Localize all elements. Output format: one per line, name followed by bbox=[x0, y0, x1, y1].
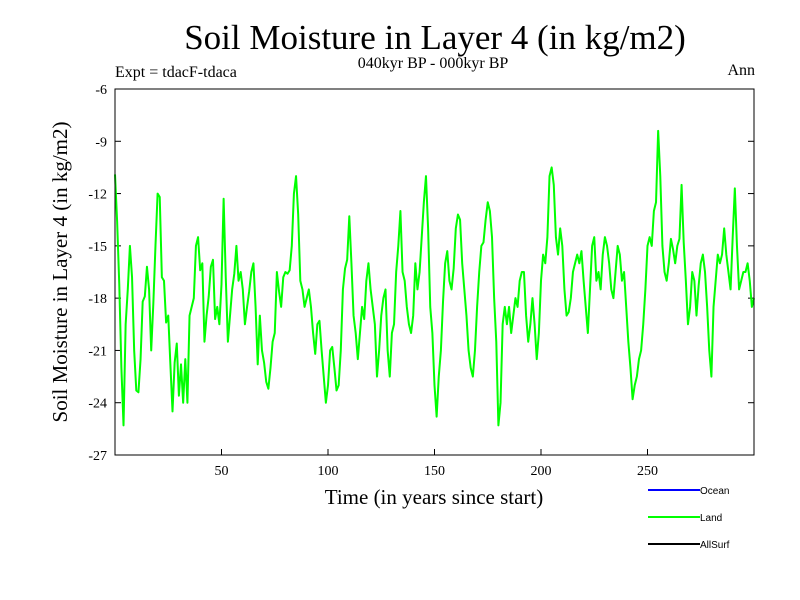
y-tick-label: -18 bbox=[88, 292, 107, 307]
plot-frame bbox=[114, 88, 755, 456]
x-tick-label: 100 bbox=[318, 464, 339, 479]
expt-label: Expt = tdacF-tdaca bbox=[115, 64, 237, 81]
x-tick-label: 200 bbox=[531, 464, 552, 479]
legend: Ocean Land AllSurf bbox=[648, 486, 730, 551]
x-ticks: 50 100 150 200 250 bbox=[215, 449, 658, 479]
y-ticks: -6 -9 -12 -15 -18 -21 -24 -27 bbox=[88, 83, 754, 464]
y-tick-label: -27 bbox=[88, 449, 107, 464]
y-tick-label: -6 bbox=[95, 83, 107, 98]
series-layer bbox=[114, 129, 755, 427]
chart-subtitle: 040kyr BP - 000kyr BP bbox=[358, 55, 509, 72]
series-line-land bbox=[114, 129, 755, 427]
season-label: Ann bbox=[727, 62, 755, 79]
x-axis-label: Time (in years since start) bbox=[325, 485, 544, 509]
y-tick-label: -24 bbox=[88, 397, 107, 412]
legend-label-allsurf: AllSurf bbox=[700, 540, 730, 551]
y-tick-label: -15 bbox=[88, 240, 107, 255]
y-tick-label: -9 bbox=[95, 135, 107, 150]
x-tick-label: 150 bbox=[424, 464, 445, 479]
y-tick-label: -12 bbox=[88, 188, 107, 203]
x-tick-label: 250 bbox=[637, 464, 658, 479]
chart-title: Soil Moisture in Layer 4 (in kg/m2) bbox=[184, 18, 686, 57]
y-tick-label: -21 bbox=[88, 344, 107, 359]
x-tick-label: 50 bbox=[215, 464, 229, 479]
y-axis-label: Soil Moisture in Layer 4 (in kg/m2) bbox=[48, 122, 72, 423]
legend-label-ocean: Ocean bbox=[700, 486, 729, 497]
legend-label-land: Land bbox=[700, 513, 722, 524]
